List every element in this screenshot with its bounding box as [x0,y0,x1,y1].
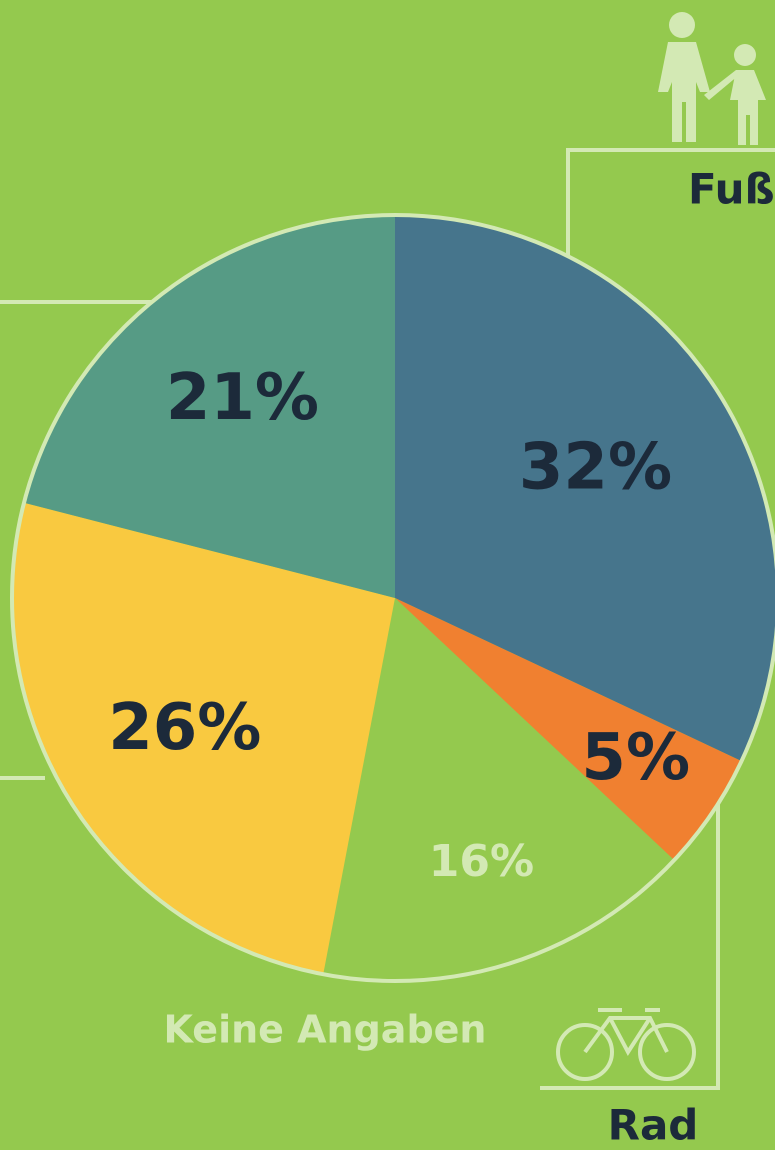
pie-slice [12,502,395,975]
pie-slice [395,215,775,762]
walk-connector [566,148,775,260]
bike-connector [540,800,720,1090]
pie: 32% 5% 16% 26% 21% [10,213,775,983]
pie-outline [10,213,775,983]
slice-label: 5% [581,721,690,795]
slice-label: 16% [429,836,534,887]
pie-slice [24,215,395,598]
walk-label: Fuß [688,165,775,214]
pie-slice [395,598,742,861]
people-icon [658,12,766,145]
slice-label: 26% [108,691,261,765]
slice-label: 32% [519,430,672,504]
connector-lines [0,148,775,1090]
bike-label: Rad [608,1101,699,1150]
no-answer-label: Keine Angaben [164,1008,487,1052]
slice-label: 21% [166,361,319,435]
bike-icon [556,1008,696,1081]
pie-slice [323,598,675,981]
